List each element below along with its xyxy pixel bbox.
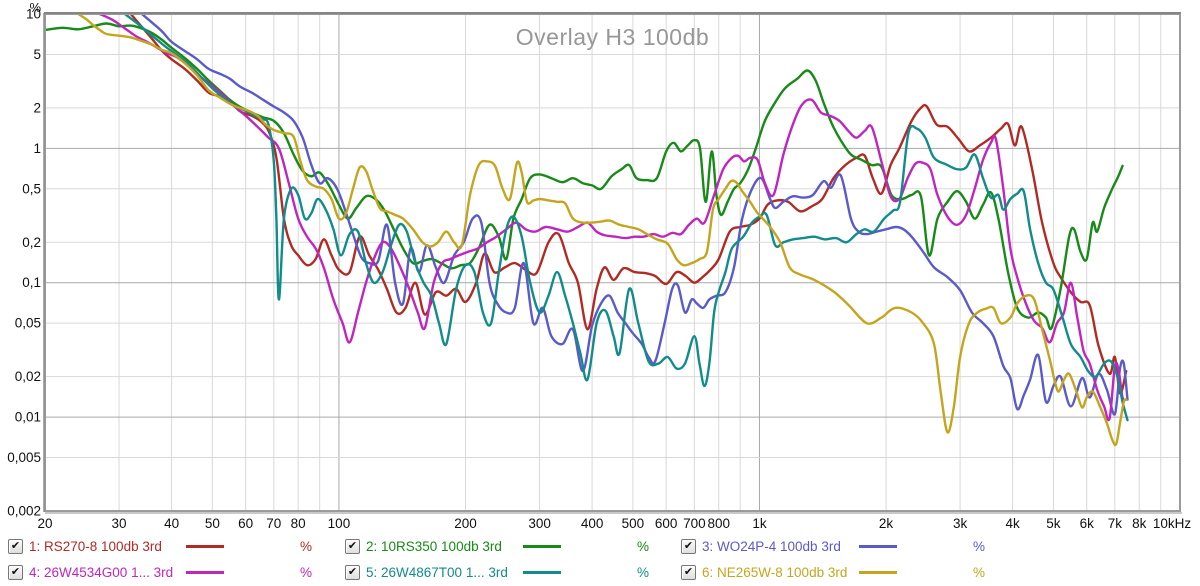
x-tick-label: 2k <box>879 516 894 531</box>
legend-line-swatch-3 <box>859 545 897 548</box>
y-tick-label: 10 <box>26 7 41 22</box>
legend-entry-3: ✔ 3: WO24P-4 100db 3rd% <box>681 539 1011 557</box>
x-tick-label: 400 <box>581 516 604 531</box>
legend-checkbox-4[interactable]: ✔ <box>8 565 23 580</box>
trace-5 <box>123 14 1129 422</box>
legend-unit-3: % <box>973 539 986 554</box>
x-tick-label: 8k <box>1132 516 1147 531</box>
x-tick-label: 300 <box>528 516 551 531</box>
y-tick-label: 0,2 <box>22 235 41 250</box>
legend-unit-2: % <box>637 539 650 554</box>
legend-entry-4: ✔ 4: 26W4534G00 1... 3rd% <box>8 565 338 583</box>
trace-3 <box>140 14 1129 416</box>
y-tick-label: 1 <box>33 141 41 156</box>
x-tick-label: 70 <box>266 516 281 531</box>
y-tick-label: 0,02 <box>15 369 41 384</box>
chart-area: 20 30 40 50 60 70 80 100 200 300 400 500 600 700 800 1k… <box>7 0 1191 532</box>
x-tick-label: 30 <box>112 516 127 531</box>
legend-checkbox-5[interactable]: ✔ <box>345 565 360 580</box>
x-tick-label: 600 <box>655 516 678 531</box>
x-tick-label: 80 <box>291 516 306 531</box>
x-tick-label: 3k <box>953 516 968 531</box>
y-tick-label: 0,01 <box>15 410 41 425</box>
x-tick-label: 1k <box>752 516 767 531</box>
legend-line-swatch-4 <box>186 571 224 574</box>
legend-unit-4: % <box>300 565 313 580</box>
x-tick-label: 700 <box>683 516 706 531</box>
x-tick-label: 4k <box>1006 516 1021 531</box>
legend-entry-5: ✔ 5: 26W4867T00 1... 3rd% <box>345 565 675 583</box>
traces <box>45 14 1129 447</box>
legend-label-4[interactable]: 4: 26W4534G00 1... 3rd <box>29 565 174 580</box>
x-tick-label: 500 <box>622 516 645 531</box>
legend-entry-2: ✔ 2: 10RS350 100db 3rd% <box>345 539 675 557</box>
x-tick-label: 60 <box>238 516 253 531</box>
x-tick-label: 20 <box>37 516 52 531</box>
trace-4 <box>98 14 1128 422</box>
trace-1 <box>129 14 1128 395</box>
x-tick-label: 200 <box>454 516 477 531</box>
y-tick-label: 0,1 <box>22 275 41 290</box>
legend-checkbox-1[interactable]: ✔ <box>8 539 23 554</box>
x-tick-label: 7k <box>1108 516 1123 531</box>
legend-entry-6: ✔ 6: NE265W-8 100db 3rd% <box>681 565 1011 583</box>
legend-line-swatch-5 <box>523 571 561 574</box>
legend-label-3[interactable]: 3: WO24P-4 100db 3rd <box>702 539 841 554</box>
legend-label-6[interactable]: 6: NE265W-8 100db 3rd <box>702 565 848 580</box>
y-tick-label: 0,002 <box>7 504 41 519</box>
legend-unit-5: % <box>637 565 650 580</box>
legend-unit-1: % <box>300 539 313 554</box>
trace-2 <box>45 22 1124 331</box>
tick-labels: 20 30 40 50 60 70 80 100 200 300 400 500 600 700 800 1k… <box>7 7 1191 532</box>
legend-entry-1: ✔ 1: RS270-8 100db 3rd% <box>8 539 338 557</box>
x-tick-label: 6k <box>1080 516 1095 531</box>
y-tick-label: 0,05 <box>15 316 41 331</box>
x-tick-label: 5k <box>1046 516 1061 531</box>
y-axis-unit-label: % <box>29 0 41 15</box>
y-tick-label: 2 <box>33 100 41 115</box>
legend-unit-6: % <box>973 565 986 580</box>
legend-line-swatch-2 <box>523 545 561 548</box>
x-tick-label: 800 <box>707 516 730 531</box>
trace-6 <box>77 14 1128 447</box>
legend-label-1[interactable]: 1: RS270-8 100db 3rd <box>29 539 162 554</box>
legend-label-2[interactable]: 2: 10RS350 100db 3rd <box>366 539 502 554</box>
x-tick-label: 50 <box>205 516 220 531</box>
x-tick-label: 40 <box>164 516 179 531</box>
y-tick-label: 0,5 <box>22 181 41 196</box>
legend-checkbox-3[interactable]: ✔ <box>681 539 696 554</box>
legend-label-5[interactable]: 5: 26W4867T00 1... 3rd <box>366 565 508 580</box>
legend-checkbox-2[interactable]: ✔ <box>345 539 360 554</box>
plot-svg: 20 30 40 50 60 70 80 100 200 300 400 500 600 700 800 1k… <box>7 7 1191 532</box>
y-tick-label: 0,005 <box>7 450 41 465</box>
x-tick-label: 10kHz <box>1153 516 1192 531</box>
y-tick-label: 5 <box>33 47 41 62</box>
legend-checkbox-6[interactable]: ✔ <box>681 565 696 580</box>
legend-line-swatch-6 <box>859 571 897 574</box>
x-tick-label: 100 <box>328 516 351 531</box>
legend: ✔ 1: RS270-8 100db 3rd% ✔ 4: 26W4534G00 1..… <box>0 534 1200 586</box>
legend-line-swatch-1 <box>186 545 224 548</box>
